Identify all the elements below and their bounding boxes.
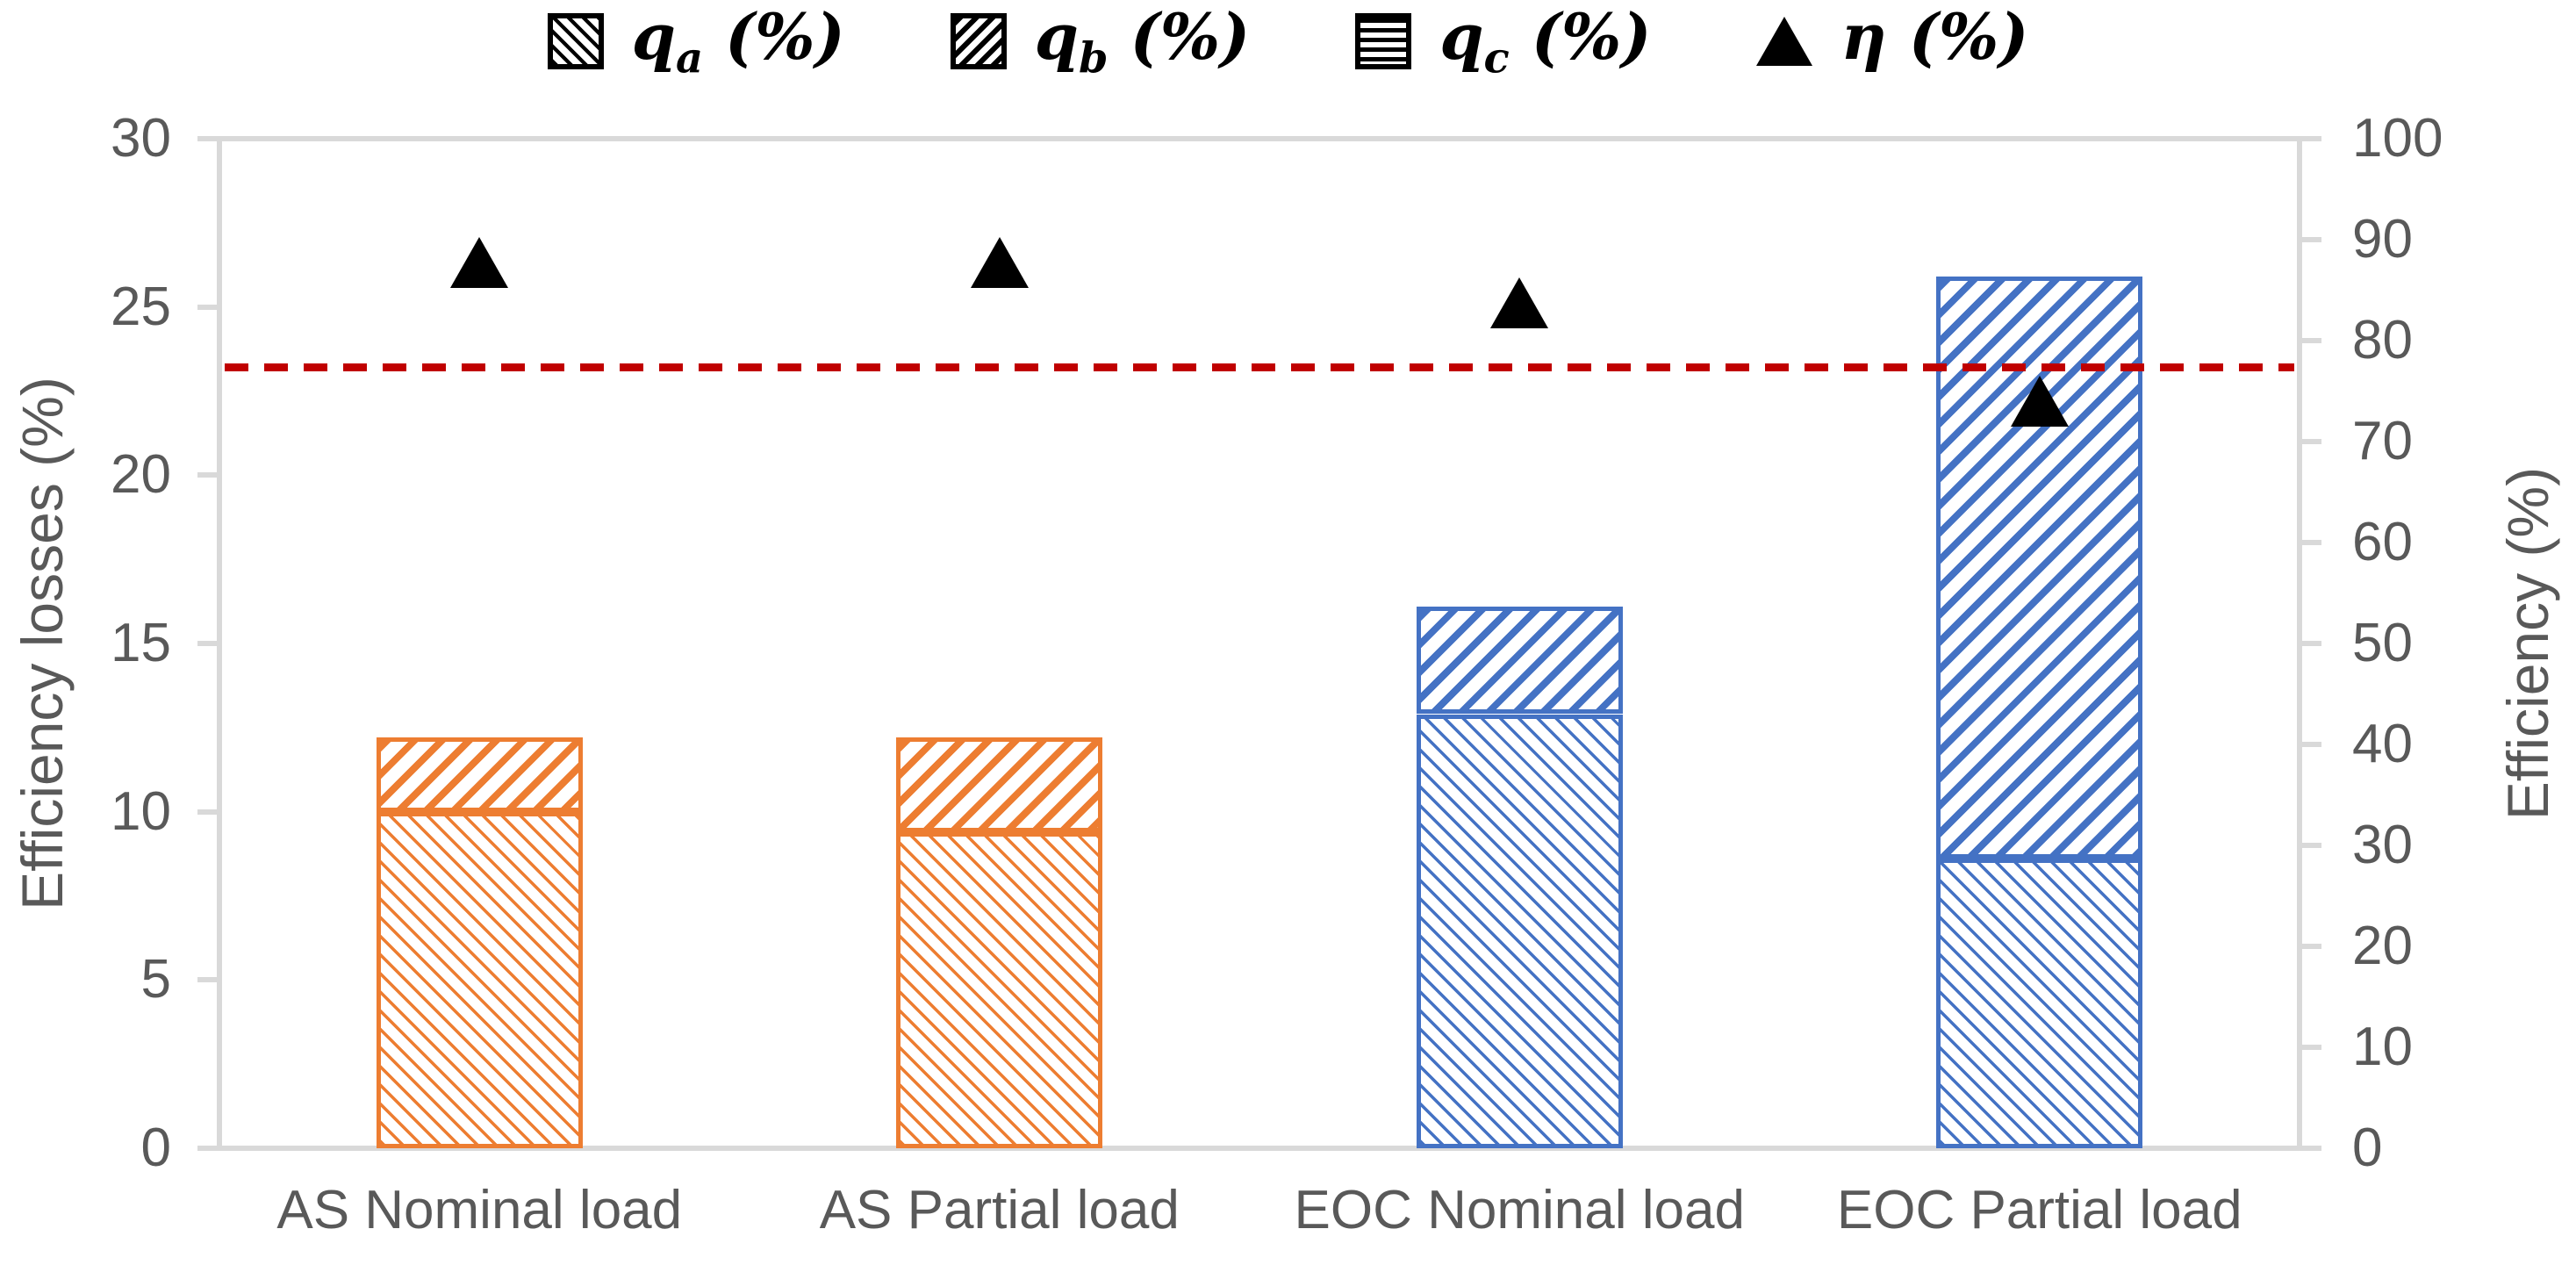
- right-axis-tick-70: [2302, 439, 2321, 444]
- right-axis-tick-label-20: 20: [2352, 916, 2413, 976]
- right-axis-tick-label-40: 40: [2352, 714, 2413, 774]
- eta-marker-0: [450, 237, 509, 289]
- triangle-marker-icon: [1756, 17, 1813, 66]
- right-axis-tick-label-90: 90: [2352, 209, 2413, 270]
- right-axis-tick-label-30: 30: [2352, 815, 2413, 875]
- bar-segment-qa-0: [376, 811, 583, 1148]
- left-axis-tick-0: [197, 1146, 217, 1151]
- eta-marker-2: [1490, 277, 1549, 329]
- left-axis-tick-label-15: 15: [111, 613, 171, 673]
- left-axis-line: [217, 139, 222, 1148]
- left-axis-tick-label-0: 0: [140, 1118, 171, 1178]
- right-axis-tick-50: [2302, 641, 2321, 646]
- right-axis-tick-90: [2302, 237, 2321, 242]
- legend-item-eta: η (%): [1756, 0, 2028, 83]
- legend-item-qc: qc (%): [1355, 0, 1651, 83]
- slash-hatch-swatch-icon: [950, 13, 1007, 69]
- left-axis-tick-label-25: 25: [111, 276, 171, 337]
- left-axis-tick-label-30: 30: [111, 108, 171, 169]
- bar-segment-qa-1: [896, 831, 1103, 1148]
- horizontal-lines-swatch-icon: [1355, 13, 1412, 69]
- right-axis-line: [2297, 139, 2302, 1148]
- right-axis-tick-label-0: 0: [2352, 1118, 2383, 1178]
- right-axis-tick-100: [2302, 136, 2321, 141]
- plot-top-border: [200, 136, 2319, 141]
- legend-label-qa: qa (%): [631, 0, 845, 83]
- bar-segment-qb-3: [1936, 277, 2143, 859]
- right-axis-tick-0: [2302, 1146, 2321, 1151]
- x-axis-line: [200, 1146, 2319, 1151]
- legend: qa (%) qb (%) qc (%) η (%): [0, 0, 2576, 83]
- right-axis-tick-label-80: 80: [2352, 310, 2413, 370]
- x-category-label-1: AS Partial load: [819, 1180, 1180, 1240]
- right-axis-tick-30: [2302, 843, 2321, 848]
- x-category-label-3: EOC Partial load: [1836, 1180, 2242, 1240]
- bar-segment-qb-0: [376, 737, 583, 812]
- left-axis-tick-20: [197, 472, 217, 478]
- right-axis-tick-20: [2302, 944, 2321, 949]
- eta-marker-3: [2010, 376, 2069, 427]
- left-axis-tick-15: [197, 641, 217, 646]
- right-axis-tick-label-10: 10: [2352, 1017, 2413, 1077]
- bar-segment-qb-1: [896, 737, 1103, 832]
- left-axis-tick-10: [197, 809, 217, 815]
- right-axis-tick-40: [2302, 742, 2321, 747]
- eta-marker-1: [970, 237, 1029, 289]
- right-axis-tick-label-60: 60: [2352, 512, 2413, 572]
- right-axis-tick-80: [2302, 338, 2321, 343]
- left-axis-tick-30: [197, 136, 217, 141]
- bar-segment-qa-3: [1936, 859, 2143, 1148]
- right-axis-tick-label-100: 100: [2352, 108, 2443, 169]
- left-axis-tick-25: [197, 304, 217, 310]
- bar-segment-qa-2: [1416, 714, 1623, 1148]
- backslash-hatch-swatch-icon: [547, 13, 604, 69]
- bar-segment-qb-2: [1416, 606, 1623, 715]
- right-axis-tick-label-70: 70: [2352, 411, 2413, 471]
- x-category-label-2: EOC Nominal load: [1294, 1180, 1745, 1240]
- legend-item-qa: qa (%): [547, 0, 845, 83]
- legend-label-qc: qc (%): [1439, 0, 1652, 83]
- left-axis-tick-label-20: 20: [111, 444, 171, 506]
- left-axis-tick-5: [197, 977, 217, 983]
- right-axis-tick-label-50: 50: [2352, 613, 2413, 673]
- left-axis-tick-label-5: 5: [140, 949, 171, 1010]
- left-axis-tick-label-10: 10: [111, 780, 171, 842]
- legend-item-qb: qb (%): [950, 0, 1251, 83]
- right-axis-tick-10: [2302, 1045, 2321, 1050]
- legend-label-qb: qb (%): [1034, 0, 1251, 83]
- right-axis-tick-60: [2302, 540, 2321, 545]
- legend-label-eta: η (%): [1841, 0, 2029, 75]
- reference-line: [225, 363, 2294, 371]
- x-category-label-0: AS Nominal load: [276, 1180, 683, 1240]
